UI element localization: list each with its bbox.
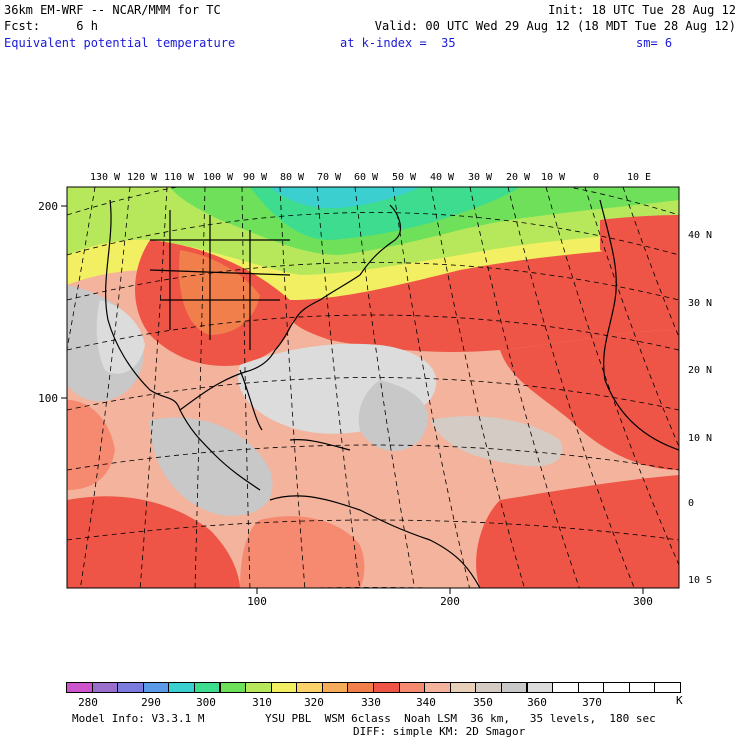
colorbar-unit: K: [676, 694, 683, 707]
lat-label: 40 N: [688, 230, 712, 241]
physics-line-2: DIFF: simple KM: 2D Smagor: [353, 725, 526, 738]
lon-label: 70 W: [317, 172, 342, 183]
lon-label: 0: [593, 172, 599, 183]
colorbar-cell: [245, 682, 272, 693]
colorbar-cell: [168, 682, 195, 693]
lat-label: 30 N: [688, 298, 712, 309]
model-title: 36km EM-WRF -- NCAR/MMM for TC: [4, 3, 221, 17]
lon-label: 20 W: [506, 172, 531, 183]
lon-label: 110 W: [164, 172, 195, 183]
level-index: at k-index = 35: [340, 36, 456, 50]
colorbar-label: 280: [78, 696, 98, 709]
colorbar-cell: [552, 682, 579, 693]
colorbar-label: 340: [416, 696, 436, 709]
colorbar-cell: [449, 682, 477, 693]
coastlines: [105, 199, 679, 588]
physics-line-1: YSU PBL WSM 6class Noah LSM 36 km, 35 le…: [265, 712, 656, 725]
lon-label: 40 W: [430, 172, 455, 183]
colorbar-label: 350: [473, 696, 493, 709]
colorbar-cell: [117, 682, 144, 693]
colorbar-cell: [66, 682, 93, 693]
grid-x-label: 100: [247, 595, 267, 608]
colorbar-cell: [321, 682, 349, 693]
colorbar-cell: [347, 682, 374, 693]
lon-label: 10 E: [627, 172, 651, 183]
colorbar-cell: [526, 682, 554, 693]
smoothing: sm= 6: [636, 36, 673, 50]
colorbar-label: 290: [141, 696, 161, 709]
lat-label: 10 S: [688, 575, 712, 586]
colorbar-cell: [603, 682, 630, 693]
grid-x-label: 200: [440, 595, 460, 608]
lon-label: 10 W: [541, 172, 566, 183]
lon-label: 90 W: [243, 172, 268, 183]
lon-label: 100 W: [203, 172, 234, 183]
model-info: Model Info: V3.3.1 M: [72, 712, 205, 725]
lon-label: 130 W: [90, 172, 121, 183]
colorbar-cell: [142, 682, 170, 693]
colorbar-cell: [398, 682, 426, 693]
lat-label: 10 N: [688, 433, 712, 444]
colorbar-label: 370: [582, 696, 602, 709]
theta-e-field: [67, 187, 679, 588]
colorbar-cell: [475, 682, 502, 693]
grid-y-label: 100: [38, 392, 58, 405]
colorbar-cell: [628, 682, 656, 693]
init-time: Init: 18 UTC Tue 28 Aug 12: [548, 3, 736, 17]
lon-label: 120 W: [127, 172, 158, 183]
colorbar-label: 320: [304, 696, 324, 709]
graticule: [67, 187, 679, 588]
colorbar-label: 300: [196, 696, 216, 709]
colorbar-cell: [270, 682, 298, 693]
forecast-hour: Fcst: 6 h: [4, 19, 98, 33]
colorbar-label: 310: [252, 696, 272, 709]
grid-y-label: 200: [38, 200, 58, 213]
lon-label: 30 W: [468, 172, 493, 183]
colorbar-cell: [91, 682, 119, 693]
colorbar-cell: [577, 682, 605, 693]
colorbar-cell: [296, 682, 323, 693]
map-frame: [66, 186, 680, 589]
colorbar-cell: [424, 682, 451, 693]
colorbar-cell: [500, 682, 528, 693]
field-name: Equivalent potential temperature: [4, 36, 236, 50]
colorbar-cell: [373, 682, 400, 693]
colorbar-label: 360: [527, 696, 547, 709]
lon-label: 50 W: [392, 172, 417, 183]
lon-label: 80 W: [280, 172, 305, 183]
lon-label: 60 W: [354, 172, 379, 183]
colorbar-cell: [193, 682, 221, 693]
lat-label: 20 N: [688, 365, 712, 376]
colorbar-cell: [654, 682, 681, 693]
lat-label: 0: [688, 498, 694, 509]
colorbar-cell: [219, 682, 247, 693]
colorbar-label: 330: [361, 696, 381, 709]
grid-x-label: 300: [633, 595, 653, 608]
valid-time: Valid: 00 UTC Wed 29 Aug 12 (18 MDT Tue …: [374, 19, 736, 33]
